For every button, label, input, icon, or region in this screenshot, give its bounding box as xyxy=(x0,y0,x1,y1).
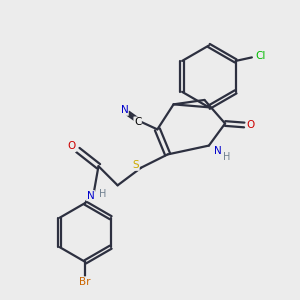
Text: S: S xyxy=(133,160,139,170)
Text: H: H xyxy=(224,152,231,162)
Text: N: N xyxy=(87,190,94,201)
Text: N: N xyxy=(121,105,128,115)
Text: C: C xyxy=(134,117,141,127)
Text: H: H xyxy=(99,189,106,199)
Text: N: N xyxy=(214,146,222,156)
Text: O: O xyxy=(68,142,76,152)
Text: Cl: Cl xyxy=(255,51,265,61)
Text: O: O xyxy=(247,120,255,130)
Text: Br: Br xyxy=(80,277,91,287)
